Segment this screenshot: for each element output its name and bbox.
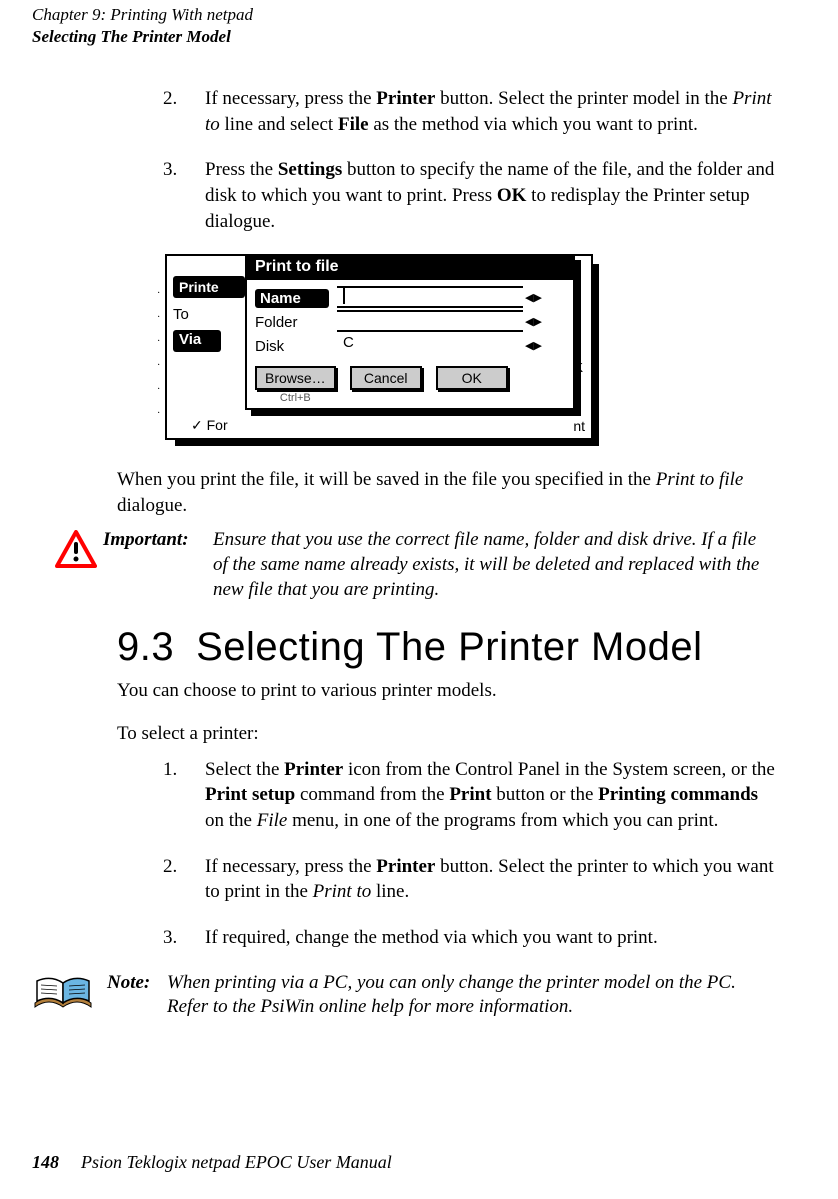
step-b-2: 3.If required, change the method via whi… bbox=[159, 925, 776, 951]
front-window-title: Print to file bbox=[247, 256, 573, 280]
note-label: Note: bbox=[107, 971, 167, 996]
step-a-0: 2.If necessary, press the Printer button… bbox=[159, 86, 776, 137]
steps-block-b: 1.Select the Printer icon from the Contr… bbox=[117, 757, 776, 951]
print-to-file-window: Print to file Name Folder Disk C ◀▶◀▶◀▶ … bbox=[245, 254, 575, 410]
dialog-button-row: Browse… Ctrl+B Cancel OK bbox=[255, 366, 508, 404]
field-spinner-arrows[interactable]: ◀▶◀▶◀▶ bbox=[525, 286, 542, 358]
after-figure-paragraph: When you print the file, it will be save… bbox=[117, 467, 776, 518]
page: Chapter 9: Printing With netpad Selectin… bbox=[0, 0, 838, 1199]
header-chapter: Chapter 9: Printing With netpad bbox=[32, 4, 253, 26]
print-to-file-figure: ······ Printe To Via ✓ For nt K Print to… bbox=[165, 254, 613, 449]
section-title: Selecting The Printer Model bbox=[196, 625, 702, 669]
footer-title: Psion Teklogix netpad EPOC User Manual bbox=[81, 1152, 392, 1172]
note-callout: Note:When printing via a PC, you can onl… bbox=[29, 971, 776, 1020]
page-number: 148 bbox=[32, 1152, 59, 1172]
step-number: 2. bbox=[159, 854, 205, 905]
after-fig-pre: When you print the file, it will be save… bbox=[117, 469, 656, 490]
after-fig-ital: Print to file bbox=[656, 469, 744, 490]
steps-block-a: 2.If necessary, press the Printer button… bbox=[117, 86, 776, 234]
back-via-label: Via bbox=[173, 330, 221, 352]
important-label: Important: bbox=[103, 528, 213, 553]
book-icon bbox=[29, 971, 107, 1020]
front-window-body: Name Folder Disk C ◀▶◀▶◀▶ Browse… Ctrl+B… bbox=[247, 280, 573, 408]
folder-label: Folder bbox=[255, 314, 329, 331]
important-message: Ensure that you use the correct file nam… bbox=[213, 528, 772, 602]
step-b-1: 2.If necessary, press the Printer button… bbox=[159, 854, 776, 905]
step-text: Press the Settings button to specify the… bbox=[205, 157, 776, 234]
running-header: Chapter 9: Printing With netpad Selectin… bbox=[32, 4, 253, 48]
marker-dots: ······ bbox=[157, 282, 160, 426]
step-a-1: 3.Press the Settings button to specify t… bbox=[159, 157, 776, 234]
ok-button[interactable]: OK bbox=[436, 366, 508, 390]
important-callout: Important:Ensure that you use the correc… bbox=[55, 528, 776, 602]
back-to-label: To bbox=[173, 306, 189, 323]
browse-button[interactable]: Browse… bbox=[255, 366, 336, 390]
browse-shortcut: Ctrl+B bbox=[280, 392, 311, 404]
name-field-line bbox=[337, 286, 523, 288]
step-b-0: 1.Select the Printer icon from the Contr… bbox=[159, 757, 776, 834]
step-number: 1. bbox=[159, 757, 205, 834]
note-message: When printing via a PC, you can only cha… bbox=[167, 971, 772, 1020]
back-nt-fragment: nt bbox=[573, 418, 585, 434]
after-fig-post: dialogue. bbox=[117, 495, 187, 516]
page-body: 2.If necessary, press the Printer button… bbox=[117, 0, 776, 1020]
section-heading: 9.3 Selecting The Printer Model bbox=[117, 625, 776, 670]
header-section: Selecting The Printer Model bbox=[32, 26, 253, 48]
disk-value: C bbox=[343, 334, 354, 351]
step-text: If necessary, press the Printer button. … bbox=[205, 854, 776, 905]
step-text: If required, change the method via which… bbox=[205, 925, 776, 951]
name-field-cursor[interactable] bbox=[343, 288, 345, 304]
page-footer: 148 Psion Teklogix netpad EPOC User Manua… bbox=[32, 1152, 392, 1173]
step-number: 2. bbox=[159, 86, 205, 137]
back-window-title: Printe bbox=[173, 276, 245, 298]
back-check-label: ✓ For bbox=[191, 417, 228, 434]
step-number: 3. bbox=[159, 925, 205, 951]
disk-label: Disk bbox=[255, 338, 329, 355]
intro-para-2: To select a printer: bbox=[117, 721, 776, 747]
intro-para-1: You can choose to print to various print… bbox=[117, 678, 776, 704]
folder-field-line bbox=[337, 310, 523, 312]
step-number: 3. bbox=[159, 157, 205, 234]
step-text: If necessary, press the Printer button. … bbox=[205, 86, 776, 137]
warning-icon bbox=[55, 528, 103, 573]
name-label: Name bbox=[255, 289, 329, 308]
section-number: 9.3 bbox=[117, 625, 174, 669]
step-text: Select the Printer icon from the Control… bbox=[205, 757, 776, 834]
cancel-button[interactable]: Cancel bbox=[350, 366, 422, 390]
